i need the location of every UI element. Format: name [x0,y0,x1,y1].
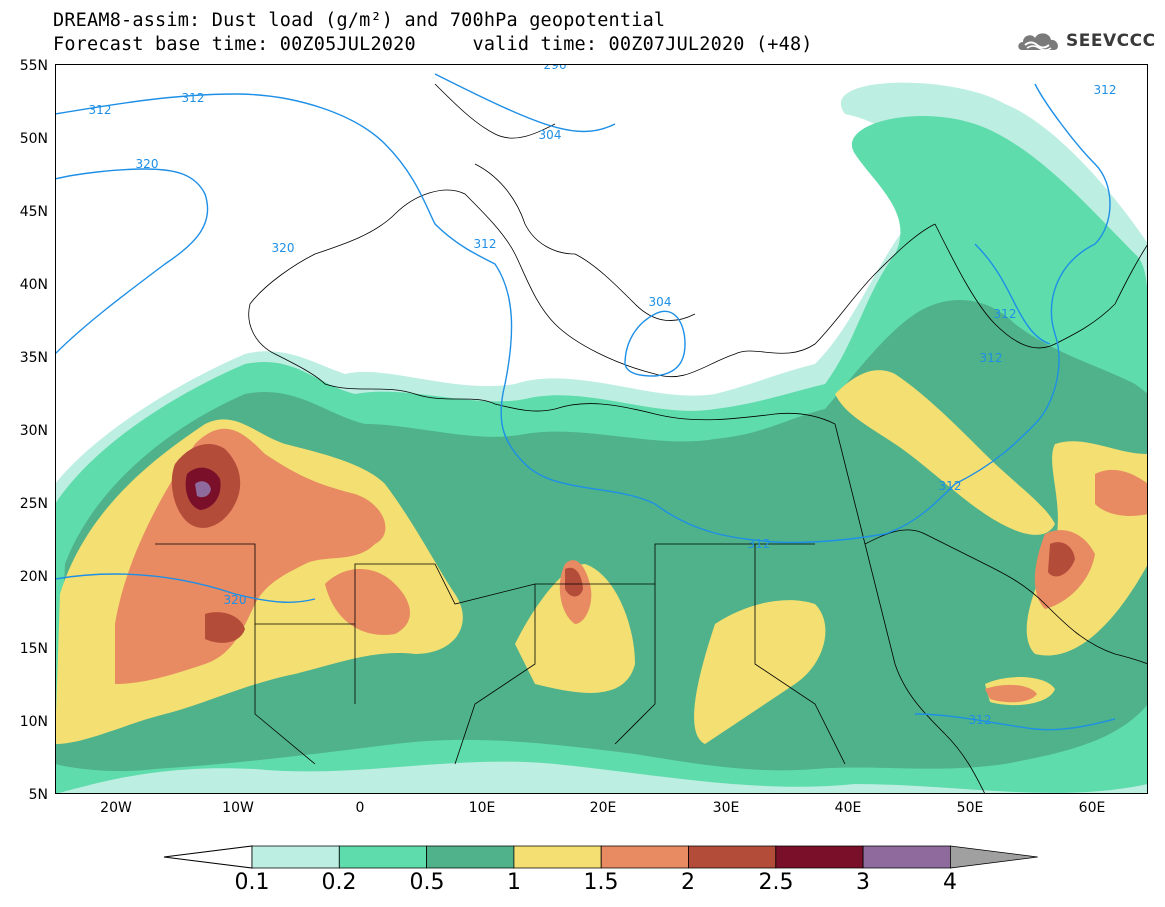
contour-label: 320 [224,593,247,607]
map-title: DREAM8-assim: Dust load (g/m²) and 700hP… [53,10,666,31]
colorbar-box [688,845,777,869]
map-frame [55,64,1148,794]
lat-label-15n: 15N [19,641,48,657]
contour-label: 312 [1094,83,1117,97]
seevccc-logo: SEEVCCC [1016,26,1156,56]
colorbar [163,845,1038,869]
contour-label: 304 [649,295,672,309]
lat-label-40n: 40N [19,277,48,293]
lon-label-40e: 40E [834,800,862,816]
forecast-time-line: Forecast base time: 00Z05JUL2020 valid t… [53,34,813,55]
colorbar-under-triangle [163,845,253,869]
colorbar-label: 0.2 [321,870,357,895]
colorbar-label: 3 [856,870,870,895]
lon-label-30e: 30E [712,800,740,816]
colorbar-over-triangle [950,845,1038,869]
colorbar-label: 4 [943,870,957,895]
lat-label-50n: 50N [19,131,48,147]
lat-label-35n: 35N [19,350,48,366]
lon-label-10e: 10E [468,800,496,816]
dust-layer-3 [195,481,211,498]
contour-label: 312 [994,307,1017,321]
lat-label-45n: 45N [19,204,48,220]
colorbar-label: 2.5 [758,870,794,895]
lat-label-20n: 20N [19,569,48,585]
colorbar-box [600,845,689,869]
colorbar-label: 1.5 [583,870,619,895]
coastlines-and-borders [155,83,1148,794]
colorbar-box [513,845,602,869]
lon-label-50e: 50E [956,800,984,816]
lon-label-60e: 60E [1078,800,1106,816]
contour-label: 312 [182,91,205,105]
contour-label: 320 [136,157,159,171]
dust-layer-1 [55,370,1148,744]
colorbar-box [338,845,427,869]
lat-label-55n: 55N [19,58,48,74]
cloud-logo-icon [1018,33,1058,51]
lat-label-5n: 5N [28,787,48,803]
contour-label: 296 [544,64,567,72]
colorbar-box [775,845,864,869]
colorbar-label: 0.5 [409,870,445,895]
logo-text: SEEVCCC [1066,31,1156,51]
contour-label: 304 [539,128,562,142]
contour-label: 312 [89,103,112,117]
lon-label-20w: 20W [100,800,132,816]
geopotential-contours [55,73,1116,731]
colorbar-box [251,845,340,869]
contour-label: 312 [969,713,992,727]
lat-label-25n: 25N [19,496,48,512]
colorbar-label: 2 [681,870,695,895]
lon-label-0: 0 [355,800,365,816]
dust-load-map: 312 312 320 320 312 320 304 312 296 304 … [55,64,1148,794]
contour-label: 312 [939,479,962,493]
colorbar-box [426,845,515,869]
lon-label-10w: 10W [222,800,254,816]
colorbar-label: 1 [507,870,521,895]
dust-shading-layers [55,82,1148,794]
lat-label-10n: 10N [19,714,48,730]
lon-label-20e: 20E [589,800,617,816]
contour-label: 320 [272,241,295,255]
lat-label-30n: 30N [19,423,48,439]
dust-layer-1-5 [115,428,1148,703]
contour-labels: 312 312 320 320 312 320 304 312 296 304 … [89,64,1117,727]
contour-label: 312 [748,537,771,551]
contour-label: 312 [474,237,497,251]
contour-label: 312 [980,351,1003,365]
colorbar-label: 0.1 [234,870,270,895]
colorbar-box [862,845,951,869]
